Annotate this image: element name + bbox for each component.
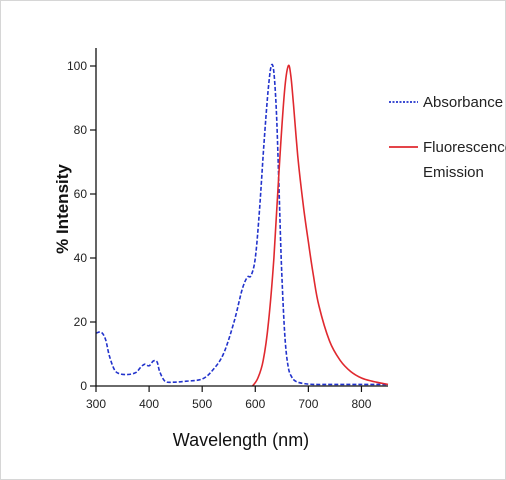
y-axis-title: % Intensity [53,164,72,254]
legend-label: Absorbance [423,94,503,111]
x-tick-label: 300 [86,397,106,411]
legend-label: Fluorescence [423,139,506,156]
y-tick-label: 100 [67,59,87,73]
legend-label: Emission [423,164,484,181]
x-tick-label: 400 [139,397,159,411]
y-tick-label: 80 [74,123,88,137]
legend: Absorbance Fluorescence Emission [389,94,506,181]
series-line-fluorescence [251,64,389,387]
series-line-absorbance [95,63,388,386]
series-layer [95,63,389,387]
x-tick-group: 300 400 500 600 700 800 [86,386,372,411]
x-tick-label: 700 [298,397,318,411]
y-tick-label: 40 [74,251,88,265]
x-tick-label: 800 [351,397,371,411]
x-axis-title: Wavelength (nm) [173,430,309,450]
x-tick-label: 600 [245,397,265,411]
x-tick-label: 500 [192,397,212,411]
y-tick-label: 0 [80,379,87,393]
y-tick-label: 20 [74,315,88,329]
y-tick-group: 0 20 40 60 80 100 [67,59,96,393]
y-tick-label: 60 [74,187,88,201]
